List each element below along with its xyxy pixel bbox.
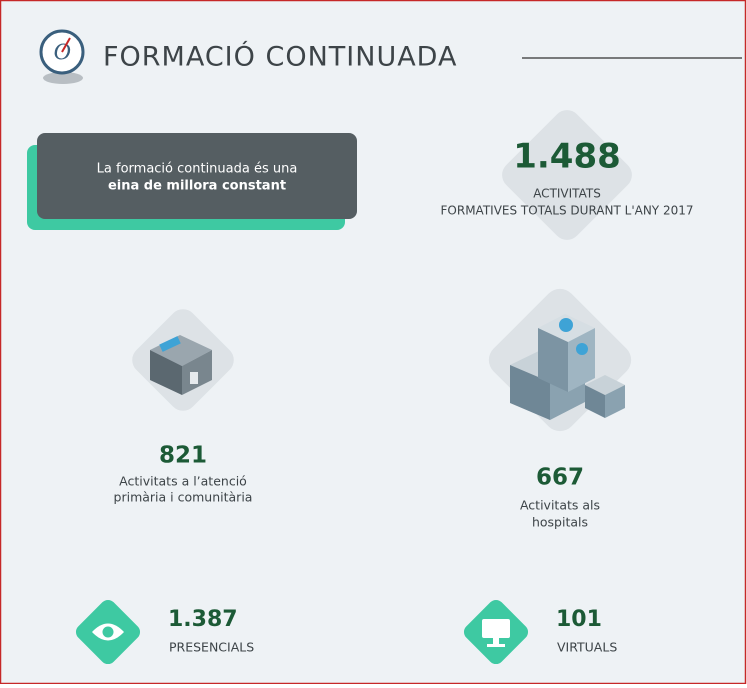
frame: [1, 1, 746, 684]
svg-text:O: O: [53, 40, 70, 66]
primary-value: 821: [159, 443, 207, 469]
infographic: O FORMACIÓ CONTINUADA La formació contin…: [0, 0, 747, 684]
total-label: ACTIVITATS: [533, 187, 601, 201]
callout-emphasis: eina de millora constant: [108, 179, 286, 194]
hospitals-value: 667: [536, 465, 584, 491]
in-person-label: PRESENCIALS: [169, 640, 254, 655]
callout-text: La formació continuada és una: [97, 162, 298, 177]
primary-label: primària i comunitària: [114, 490, 253, 505]
in-person-value: 1.387: [168, 607, 238, 632]
title: FORMACIÓ CONTINUADA: [103, 41, 457, 73]
virtual-value: 101: [556, 607, 602, 632]
hospitals-label: hospitals: [532, 515, 588, 530]
total-value: 1.488: [513, 137, 621, 177]
total-label: FORMATIVES TOTALS DURANT L'ANY 2017: [441, 204, 694, 218]
hospitals-label: Activitats als: [520, 498, 600, 513]
virtual-label: VIRTUALS: [557, 640, 617, 655]
header-icon: O: [41, 31, 83, 84]
primary-label: Activitats a l’atenció: [119, 474, 247, 489]
